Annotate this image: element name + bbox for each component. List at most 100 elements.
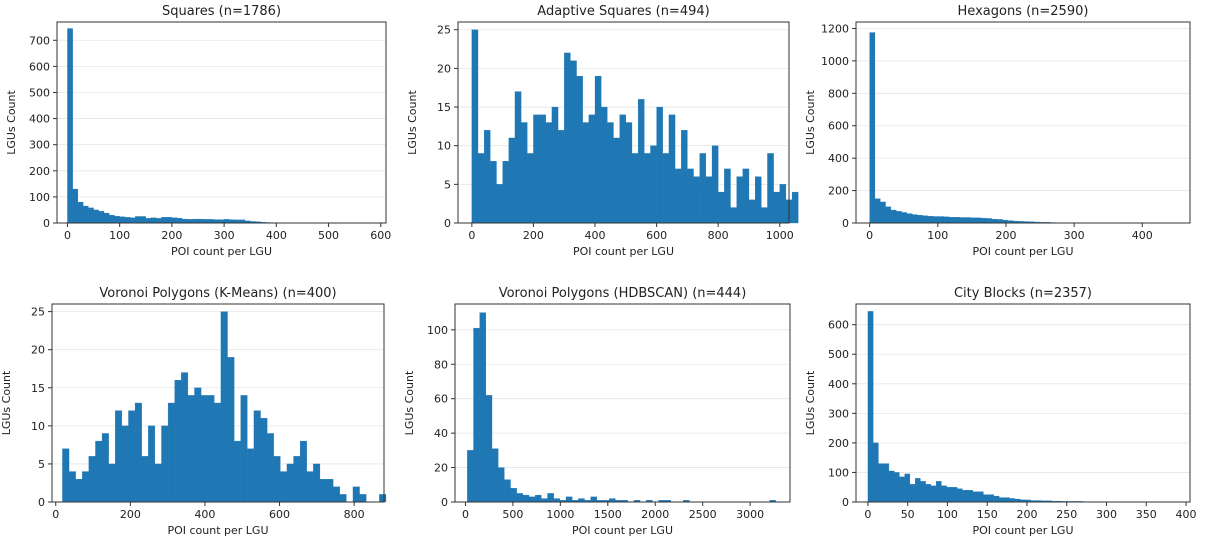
histogram-bar bbox=[181, 372, 189, 503]
y-axis-label: LGUs Count bbox=[5, 90, 18, 155]
histogram-bar bbox=[62, 448, 70, 503]
histogram-bar bbox=[962, 490, 968, 503]
y-tick-label: 80 bbox=[434, 358, 448, 371]
chart-title: City Blocks (n=2357) bbox=[954, 286, 1092, 301]
plot-frame bbox=[457, 21, 790, 224]
chart-title: Hexagons (n=2590) bbox=[958, 4, 1089, 19]
histogram-bar bbox=[631, 153, 639, 224]
histogram-bar bbox=[240, 395, 248, 503]
histogram-bar bbox=[150, 217, 157, 224]
histogram-bar bbox=[467, 450, 474, 503]
y-tick-label: 15 bbox=[437, 101, 451, 114]
histogram-bar bbox=[986, 218, 993, 224]
histogram-bar bbox=[541, 498, 548, 503]
x-tick-label: 0 bbox=[52, 508, 59, 521]
histogram-bar bbox=[983, 494, 989, 503]
histogram-bar bbox=[637, 99, 645, 224]
y-tick-label: 800 bbox=[828, 87, 849, 100]
histogram-bar bbox=[724, 168, 731, 224]
histogram-bar bbox=[965, 217, 971, 224]
histogram-bar bbox=[299, 440, 307, 503]
histogram-bar bbox=[959, 217, 966, 224]
histogram-bar bbox=[197, 218, 204, 224]
histogram-bar bbox=[894, 472, 900, 503]
histogram-bar bbox=[951, 487, 958, 503]
histogram-bar bbox=[687, 168, 694, 224]
histogram-bar bbox=[82, 471, 90, 503]
histogram-bar bbox=[693, 176, 700, 224]
histogram-bar bbox=[754, 176, 762, 224]
y-tick-label: 1000 bbox=[821, 55, 849, 68]
histogram-bar bbox=[946, 487, 953, 503]
chart-panel-3: 0 200 400 600 800 1000 1200 0 100 200 300 400 Hexago… bbox=[804, 4, 1191, 258]
y-tick-label: 10 bbox=[437, 140, 451, 153]
y-tick-label: 0 bbox=[43, 217, 50, 230]
x-tick-label: 0 bbox=[64, 229, 71, 242]
x-tick-label: 100 bbox=[937, 508, 958, 521]
histogram-bar bbox=[885, 206, 892, 224]
histogram-bar bbox=[203, 219, 209, 224]
histogram-bar bbox=[145, 218, 152, 224]
y-tick-label: 200 bbox=[29, 165, 50, 178]
histogram-bar bbox=[1009, 498, 1016, 503]
histogram-bar bbox=[98, 211, 105, 224]
histogram-bar bbox=[218, 219, 225, 224]
histogram-bar bbox=[200, 395, 208, 503]
x-tick-label: 0 bbox=[866, 229, 873, 242]
y-tick-label: 700 bbox=[29, 34, 50, 47]
histogram-bar bbox=[75, 479, 83, 503]
histogram-bar bbox=[339, 494, 347, 503]
histogram-bar bbox=[498, 467, 505, 503]
histogram-bar bbox=[899, 476, 905, 503]
histogram-bar bbox=[103, 212, 110, 224]
histogram-bar bbox=[326, 479, 334, 503]
x-tick-label: 300 bbox=[1096, 508, 1117, 521]
histogram-bar bbox=[227, 357, 235, 503]
histogram-bar bbox=[867, 311, 874, 503]
histogram-bar bbox=[988, 494, 995, 503]
histogram-bar bbox=[662, 153, 670, 224]
x-tick-label: 0 bbox=[462, 508, 469, 521]
histogram-bar bbox=[379, 494, 387, 503]
histogram-bar bbox=[904, 473, 911, 503]
x-tick-label: 250 bbox=[1056, 508, 1077, 521]
histogram-bar bbox=[514, 91, 522, 224]
histogram-bar bbox=[933, 216, 939, 224]
histogram-bar bbox=[477, 153, 485, 224]
x-tick-label: 200 bbox=[120, 508, 141, 521]
histogram-bar bbox=[187, 219, 193, 224]
histogram-bar bbox=[619, 114, 626, 224]
y-tick-label: 0 bbox=[842, 217, 849, 230]
x-axis-label: POI count per LGU bbox=[972, 245, 1073, 258]
histogram-bar bbox=[625, 122, 633, 224]
histogram-bar bbox=[88, 207, 94, 224]
histogram-bar bbox=[473, 327, 480, 503]
x-tick-label: 400 bbox=[1176, 508, 1197, 521]
histogram-bar bbox=[705, 176, 713, 224]
y-tick-label: 1200 bbox=[821, 22, 849, 35]
histogram-bar bbox=[171, 217, 178, 224]
histogram-bar bbox=[72, 188, 79, 224]
histogram-bar bbox=[207, 395, 215, 503]
y-tick-label: 300 bbox=[29, 139, 50, 152]
histogram-bar bbox=[128, 410, 136, 503]
y-tick-label: 300 bbox=[828, 407, 849, 420]
histogram-bar bbox=[576, 75, 583, 224]
histogram-bar bbox=[570, 60, 577, 224]
histogram-bar bbox=[533, 114, 540, 224]
histogram-bar bbox=[920, 481, 926, 503]
histogram-bar bbox=[578, 498, 585, 503]
histogram-bar bbox=[95, 440, 103, 503]
y-tick-label: 10 bbox=[31, 420, 45, 433]
y-tick-label: 20 bbox=[31, 344, 45, 357]
histogram-bar bbox=[711, 145, 719, 224]
x-tick-label: 200 bbox=[995, 229, 1016, 242]
x-tick-label: 3000 bbox=[736, 508, 764, 521]
histogram-bar bbox=[484, 130, 491, 224]
histogram-bar bbox=[873, 442, 879, 503]
histogram-bar bbox=[547, 493, 554, 503]
histogram-bar bbox=[154, 463, 162, 503]
x-tick-label: 350 bbox=[1136, 508, 1157, 521]
x-axis-label: POI count per LGU bbox=[573, 245, 674, 258]
